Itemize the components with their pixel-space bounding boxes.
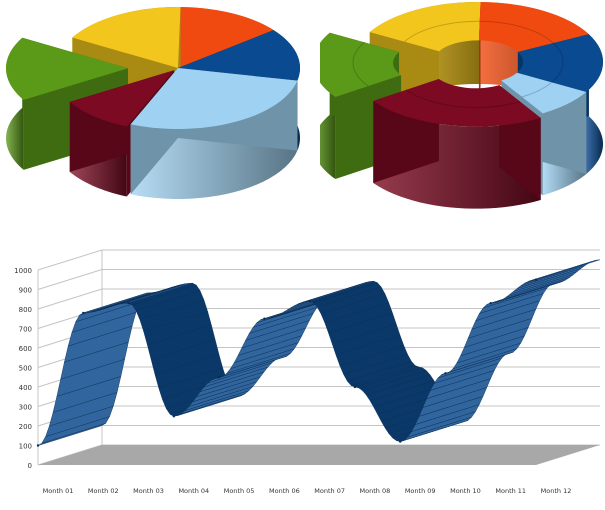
y-tick-label: 1000	[14, 267, 32, 275]
x-tick-label: Month 11	[495, 487, 526, 495]
data-point	[353, 385, 357, 389]
x-tick-label: Month 06	[269, 487, 300, 495]
x-tick-label: Month 04	[178, 487, 209, 495]
data-point	[36, 444, 40, 447]
data-point	[82, 311, 85, 315]
x-tick-label: Month 07	[314, 487, 345, 495]
data-point	[172, 415, 176, 418]
data-point	[217, 376, 221, 379]
y-tick-label: 500	[19, 365, 32, 373]
y-tick-label: 100	[19, 443, 32, 451]
y-tick-label: 600	[19, 345, 32, 353]
data-point	[444, 372, 447, 375]
pie-chart-3d	[6, 7, 300, 199]
y-tick-label: 700	[19, 326, 32, 334]
x-tick-label: Month 05	[224, 487, 255, 495]
ribbon-series	[37, 259, 601, 446]
data-point	[127, 301, 130, 305]
data-point	[398, 440, 402, 443]
x-tick-label: Month 09	[405, 487, 436, 495]
y-tick-label: 0	[28, 462, 32, 470]
x-tick-label: Month 08	[360, 487, 391, 495]
donut-chart-3d	[320, 2, 603, 209]
data-point	[308, 300, 311, 303]
y-tick-label: 400	[19, 384, 32, 392]
data-point	[263, 317, 266, 320]
data-point	[489, 301, 492, 305]
donut-slice-maroon	[373, 79, 541, 209]
gridline	[37, 288, 103, 310]
y-tick-label: 800	[19, 306, 32, 314]
x-tick-label: Month 03	[133, 487, 164, 495]
x-tick-label: Month 02	[88, 487, 119, 495]
ribbon-line-chart-3d: 0 100 200 300 400 500 600 700 800 900 1000 Month 01…	[14, 249, 601, 495]
y-tick-label: 300	[19, 404, 32, 412]
y-axis: 0 100 200 300 400 500 600 700 800 900 1000	[14, 267, 32, 470]
x-axis: Month 01 Month 02 Month 03 Month 04 Month 05…	[43, 487, 572, 495]
y-tick-label: 900	[19, 287, 32, 295]
x-tick-label: Month 01	[43, 487, 74, 495]
data-point	[534, 278, 538, 281]
gridline	[37, 249, 103, 271]
gridline	[37, 269, 103, 290]
y-tick-label: 200	[19, 423, 32, 431]
x-tick-label: Month 10	[450, 487, 481, 495]
x-tick-label: Month 12	[541, 487, 572, 495]
chart-floor	[38, 445, 600, 465]
pie-slice-lightblue	[130, 68, 298, 199]
